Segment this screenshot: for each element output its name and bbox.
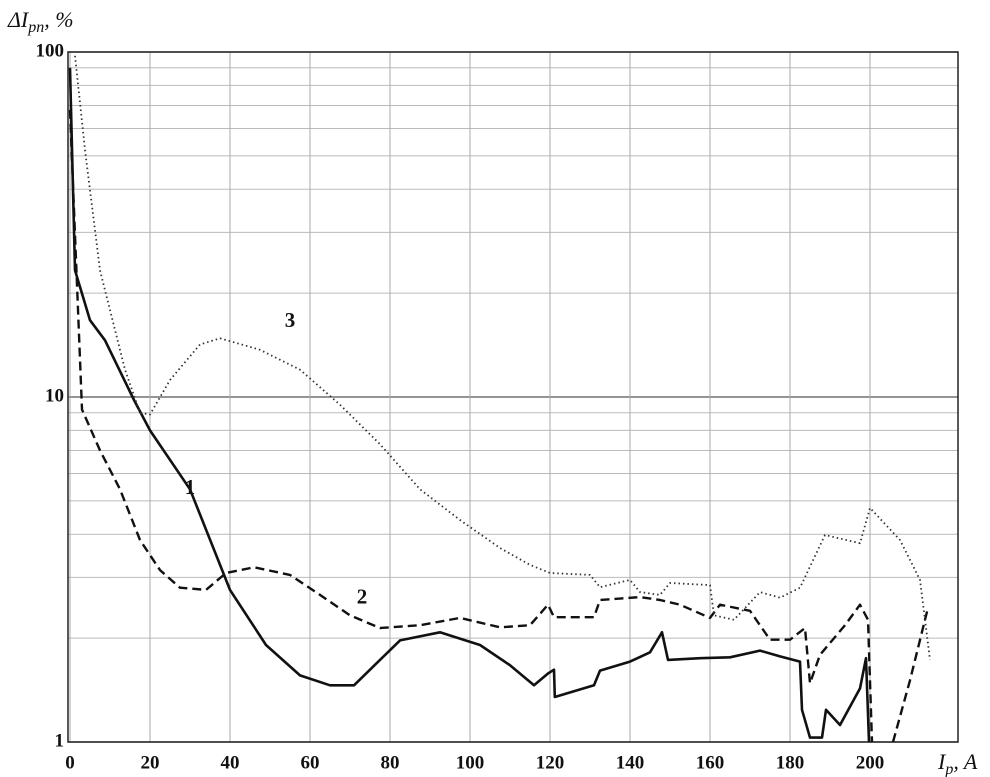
x-tick-label: 160 xyxy=(696,752,725,773)
y-label-suffix: , % xyxy=(44,7,73,32)
annotation: 3 xyxy=(285,308,296,332)
x-tick-label: 200 xyxy=(856,752,885,773)
x-label-suffix: , A xyxy=(953,749,978,774)
x-label-main: I xyxy=(937,749,947,774)
y-tick-label: 100 xyxy=(36,40,65,61)
y-label-main: ΔI xyxy=(7,7,30,32)
plot-frame xyxy=(67,51,959,743)
x-tick-label: 180 xyxy=(776,752,805,773)
y-axis-label: ΔIpn, % xyxy=(7,7,74,36)
x-tick-label: 60 xyxy=(301,752,320,773)
annotation: 1 xyxy=(185,475,196,499)
annotation: 2 xyxy=(357,585,368,609)
y-tick-label: 10 xyxy=(45,385,64,406)
x-label-sub: p xyxy=(944,761,953,777)
x-tick-label: 140 xyxy=(616,752,645,773)
series-line xyxy=(68,109,930,743)
x-tick-label: 100 xyxy=(456,752,485,773)
series-line xyxy=(74,55,931,661)
x-axis-label: Ip, A xyxy=(937,749,978,777)
x-tick-label: 20 xyxy=(141,752,160,773)
y-label-sub: pn xyxy=(27,19,44,36)
y-tick-label: 1 xyxy=(55,730,65,751)
x-tick-label: 120 xyxy=(536,752,565,773)
x-tick-label: 80 xyxy=(381,752,400,773)
x-tick-label: 0 xyxy=(65,752,75,773)
series-line xyxy=(68,67,871,743)
x-tick-label: 40 xyxy=(221,752,240,773)
